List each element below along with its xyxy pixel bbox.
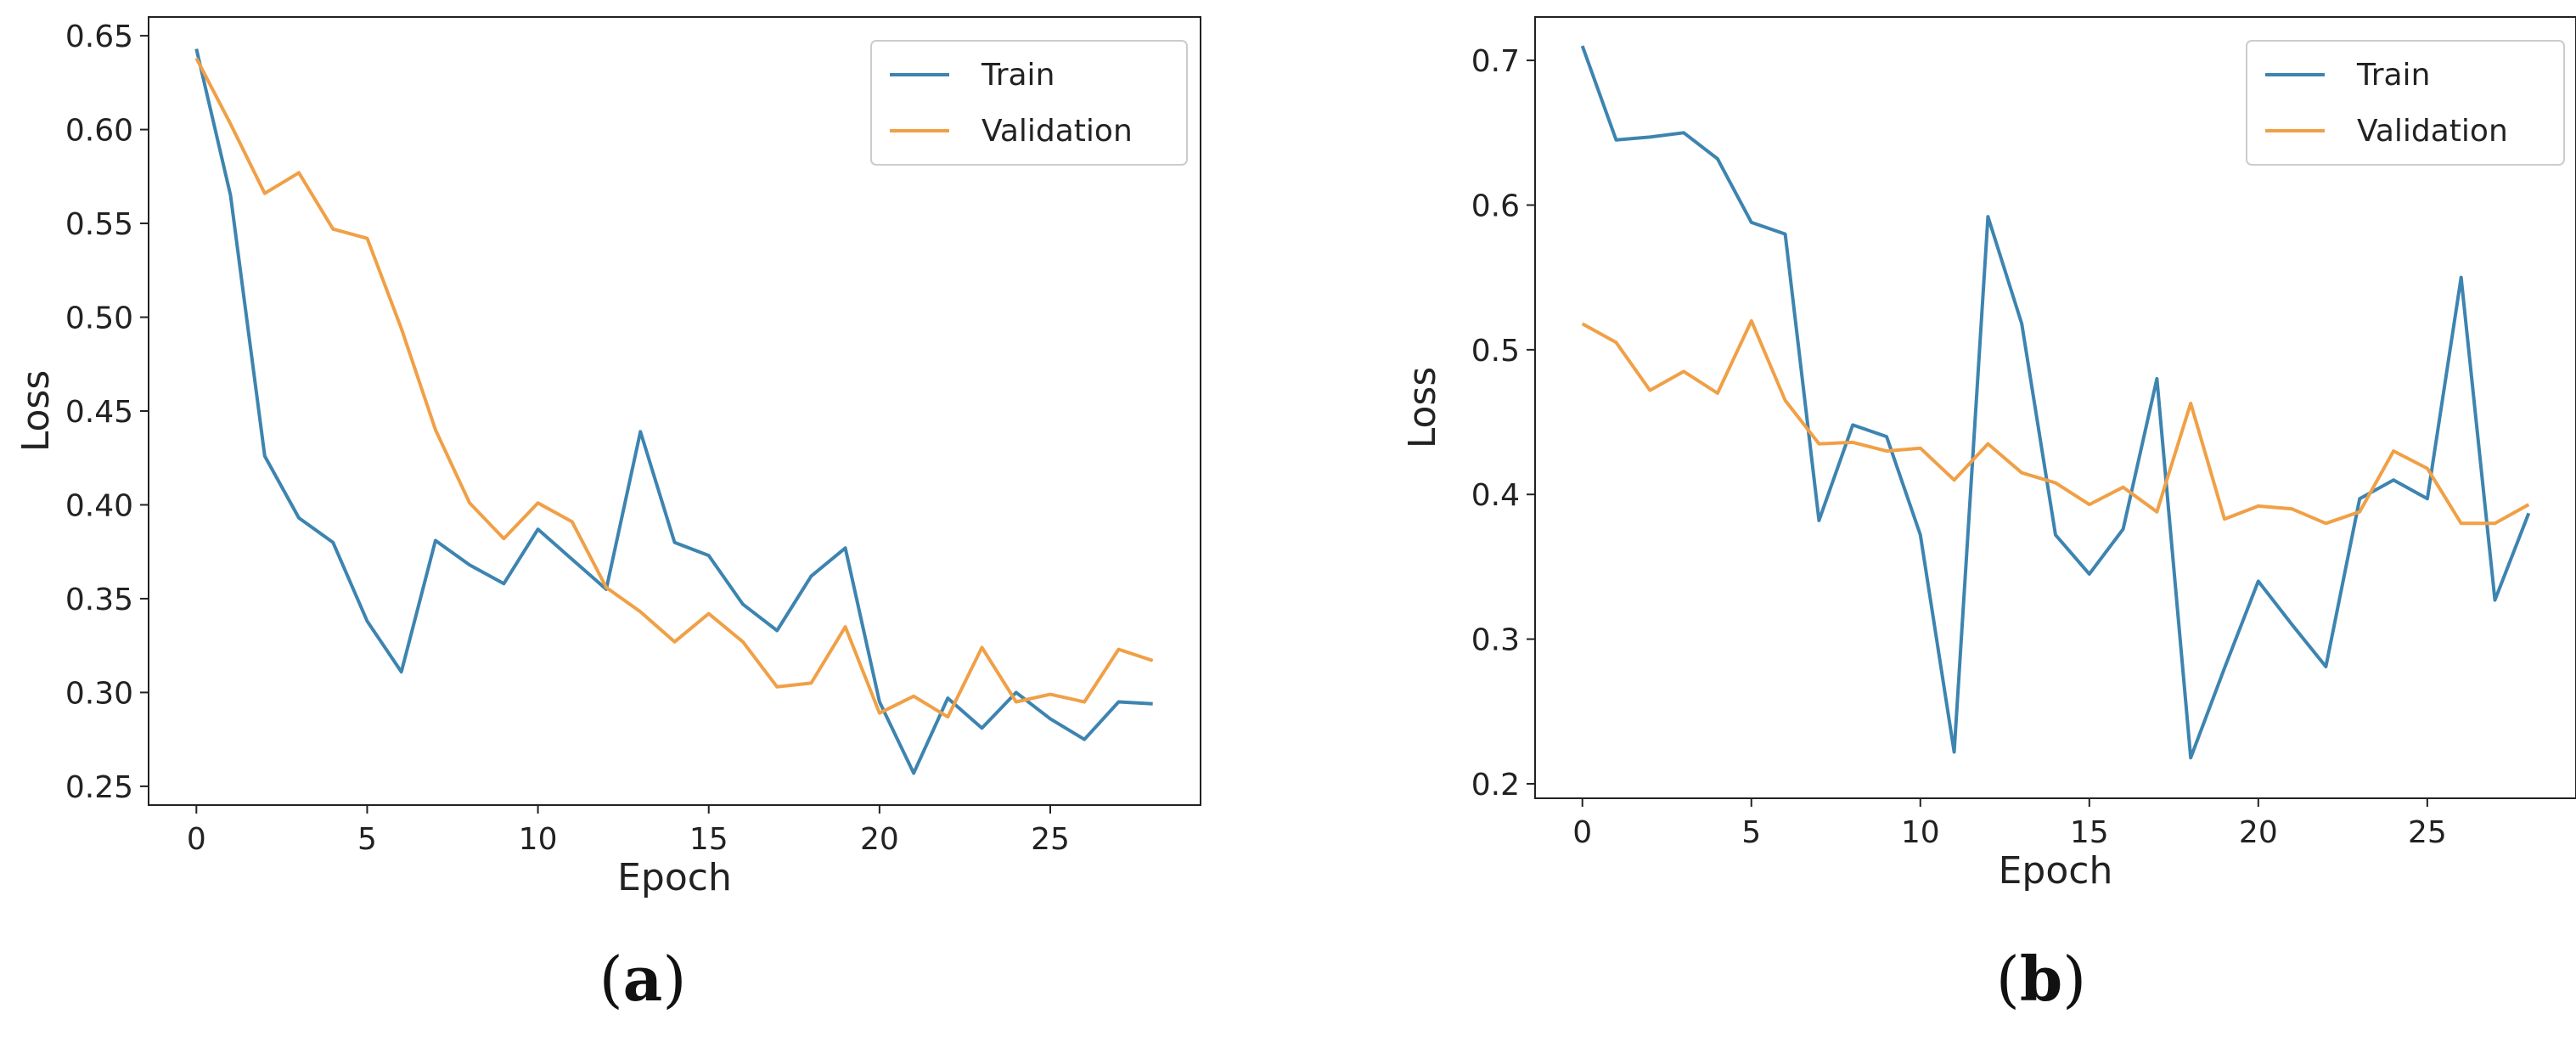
chart-b-y-tick-label: 0.6 [1471, 189, 1520, 223]
chart-a-series-train-line [194, 48, 1153, 775]
chart-b-legend-frame [2246, 40, 2565, 166]
chart-b-legend: Train Validation [2246, 40, 2565, 166]
chart-b-y-axis-label: Loss [1401, 367, 1444, 449]
chart-a-series-validation-line [194, 57, 1154, 719]
chart-a-legend-label-validation: Validation [981, 114, 1133, 149]
chart-b-x-axis-label: Epoch [1999, 849, 2113, 893]
chart-b-legend-label-train: Train [2356, 58, 2430, 93]
chart-a-x-tick-label: 15 [689, 822, 728, 857]
chart-a-x-tick-label: 10 [519, 822, 558, 857]
caption-b: (b) [1995, 943, 2087, 1015]
caption-a-letter: a [622, 943, 663, 1015]
chart-b-x-tick-label: 15 [2070, 815, 2109, 850]
chart-b-y-tick-label: 0.3 [1471, 623, 1520, 658]
chart-b-x-tick-label: 25 [2408, 815, 2447, 850]
chart-b-x-tick-label: 0 [1572, 815, 1592, 850]
chart-a: 0 5 10 15 20 25 0.25 0.30 0.35 0.40 0.45 0.50 0.55 0.… [14, 16, 1201, 899]
chart-b-x-tick-label: 10 [1901, 815, 1940, 850]
caption-b-letter: b [2019, 943, 2063, 1015]
chart-b-y-tick-label: 0.4 [1471, 478, 1520, 513]
chart-a-y-tick-label: 0.65 [65, 20, 133, 54]
chart-b-y-tick-label: 0.2 [1471, 768, 1520, 803]
chart-a-legend-label-train: Train [981, 58, 1055, 93]
chart-a-y-tick-label: 0.25 [65, 770, 133, 805]
chart-b-y-tick-label: 0.5 [1471, 334, 1520, 369]
chart-a-legend-frame [870, 40, 1188, 166]
chart-a-y-tick-label: 0.35 [65, 583, 133, 617]
chart-b-x-tick-label: 20 [2239, 815, 2278, 850]
chart-a-x-axis-label: Epoch [617, 856, 732, 899]
chart-a-y-tick-label: 0.30 [65, 676, 133, 711]
chart-a-x-tick-label: 20 [860, 822, 899, 857]
chart-b-x-tick-label: 5 [1741, 815, 1761, 850]
chart-a-x-tick-label: 5 [357, 822, 377, 857]
chart-a-x-tick-label: 25 [1031, 822, 1070, 857]
chart-a-y-tick-label: 0.50 [65, 301, 133, 336]
chart-a-y-tick-label: 0.45 [65, 395, 133, 430]
chart-b-legend-label-validation: Validation [2357, 114, 2508, 149]
chart-b-series-validation-line [1581, 318, 2530, 526]
chart-a-x-tick-label: 0 [187, 822, 206, 857]
chart-a-y-tick-label: 0.55 [65, 207, 133, 242]
caption-a: (a) [599, 943, 687, 1015]
chart-a-legend: Train Validation [870, 40, 1188, 166]
chart-a-y-axis-label: Loss [14, 370, 58, 453]
chart-b-y-tick-label: 0.7 [1471, 44, 1520, 79]
chart-b: 0 5 10 15 20 25 0.2 0.3 0.4 0.5 0.6 0.7 Epoch Loss Tra… [1401, 16, 2576, 893]
chart-a-y-tick-label: 0.40 [65, 488, 133, 523]
chart-a-y-tick-label: 0.60 [65, 114, 133, 149]
